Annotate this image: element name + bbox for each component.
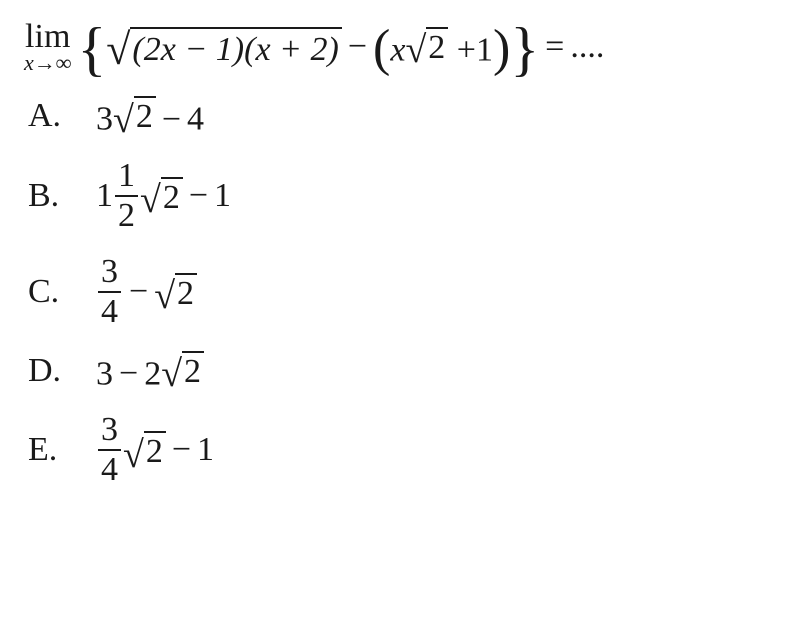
right-brace: }: [510, 31, 539, 67]
right-paren: ): [493, 33, 510, 64]
equals-op: =: [545, 30, 564, 64]
radical-icon: √: [106, 32, 130, 67]
choice-label: D.: [28, 354, 96, 388]
choice-expression: 3−2√2: [96, 351, 204, 392]
lim-subscript: x→∞: [24, 52, 71, 74]
fraction: 12: [115, 159, 138, 233]
answer-blank: ....: [570, 30, 604, 64]
minus-op: −: [348, 30, 367, 64]
left-paren: (: [373, 33, 390, 64]
choice-e: E. 34√2−1: [28, 413, 767, 487]
radical-icon: √: [140, 186, 161, 215]
radical-icon: √: [154, 282, 175, 311]
fraction: 34: [98, 413, 121, 487]
lim-label: lim: [25, 20, 70, 54]
choice-a: A. 3√2−4: [28, 96, 767, 137]
choice-label: E.: [28, 433, 96, 467]
choice-expression: 34−√2: [96, 255, 197, 329]
sqrt2-inline: √2: [405, 27, 448, 65]
answer-choices: A. 3√2−4 B. 112√2−1 C. 34−√2 D. 3−2√2 E.…: [24, 96, 767, 487]
radical-icon: √: [113, 106, 134, 135]
question-expression: lim x→∞ { √ (2x − 1)(x + 2) − ( x√2 +1 )…: [24, 20, 767, 74]
radical-icon: √: [405, 36, 426, 65]
choice-expression: 3√2−4: [96, 96, 204, 137]
radical-icon: √: [161, 360, 182, 389]
radical-icon: √: [123, 441, 144, 470]
limit-operator: lim x→∞: [24, 20, 71, 74]
left-brace: {: [77, 31, 106, 67]
choice-label: B.: [28, 179, 96, 213]
choice-expression: 112√2−1: [96, 159, 231, 233]
choice-label: C.: [28, 275, 96, 309]
choice-b: B. 112√2−1: [28, 159, 767, 233]
sqrt-term: √ (2x − 1)(x + 2): [106, 27, 342, 67]
choice-expression: 34√2−1: [96, 413, 214, 487]
choice-d: D. 3−2√2: [28, 351, 767, 392]
second-term: x√2 +1: [390, 27, 493, 68]
radicand: (2x − 1)(x + 2): [130, 27, 341, 67]
choice-c: C. 34−√2: [28, 255, 767, 329]
fraction: 34: [98, 255, 121, 329]
choice-label: A.: [28, 99, 96, 133]
